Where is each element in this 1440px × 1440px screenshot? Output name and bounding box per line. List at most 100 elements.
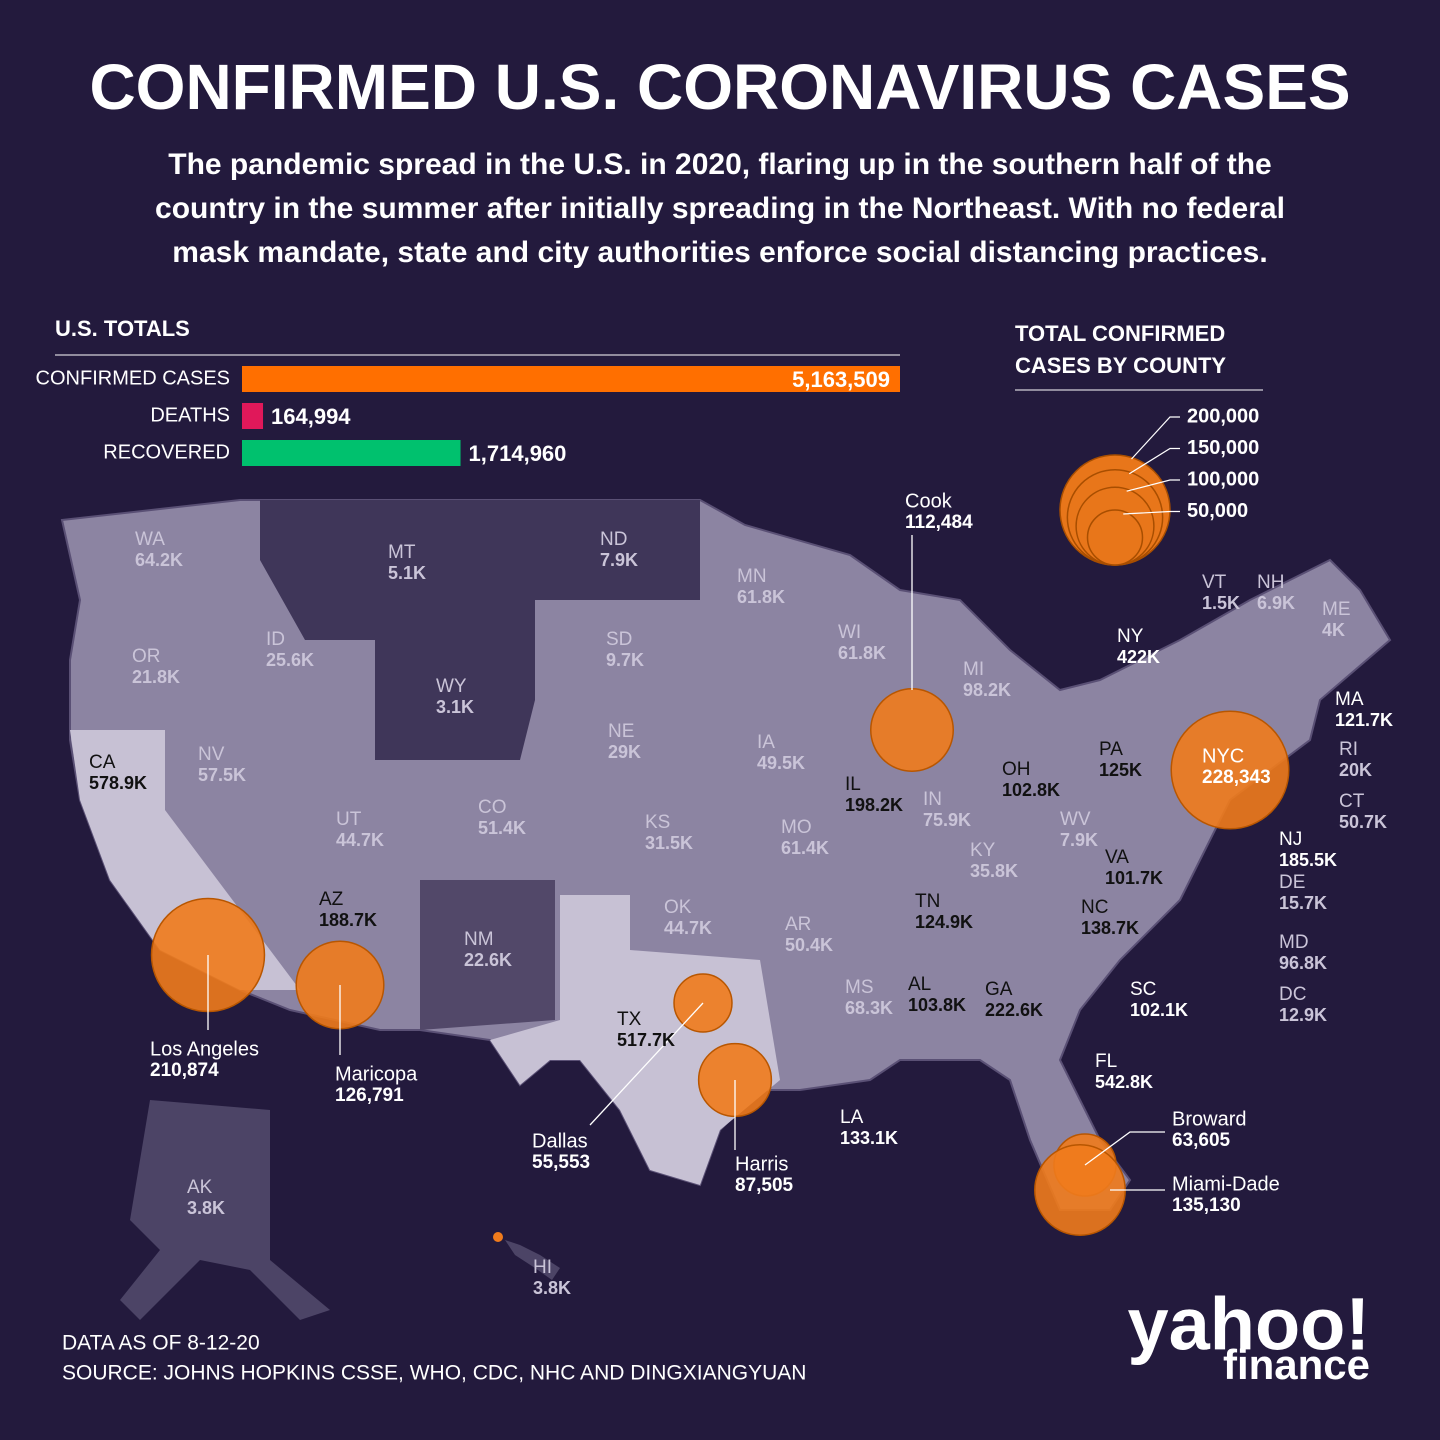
state-value: 124.9K [915, 912, 973, 932]
state-value: 542.8K [1095, 1072, 1153, 1092]
totals-title: U.S. TOTALS [55, 316, 190, 341]
total-value: 164,994 [271, 404, 351, 429]
state-name: ID [266, 629, 285, 650]
state-value: 68.3K [845, 998, 893, 1018]
state-value: 3.1K [436, 697, 474, 717]
hawaii-islands [505, 1240, 560, 1280]
state-value: 5.1K [388, 563, 426, 583]
county-value: 63,605 [1172, 1130, 1231, 1151]
total-bar [242, 366, 900, 392]
state-value: 35.8K [970, 861, 1018, 881]
state-value: 49.5K [757, 753, 805, 773]
state-name: NV [198, 744, 225, 765]
county-circle [1170, 710, 1290, 830]
state-name: IL [845, 774, 861, 795]
state-value: 21.8K [132, 667, 180, 687]
hawaii [493, 1232, 503, 1242]
subtitle: mask mandate, state and city authorities… [172, 236, 1267, 269]
state-name: OR [132, 646, 161, 667]
callout-leader [589, 1002, 704, 1126]
state-value: 29K [608, 742, 641, 762]
legend-leader [1131, 416, 1180, 460]
state-name: CA [89, 752, 116, 773]
southwest-states [420, 880, 555, 1030]
logo-product: finance [1223, 1341, 1370, 1388]
state-name: IN [923, 789, 942, 810]
state-value: 101.7K [1105, 868, 1163, 888]
subtitle: country in the summer after initially sp… [155, 192, 1285, 225]
legend-label: 200,000 [1187, 405, 1259, 427]
county-name: Cook [905, 490, 953, 512]
state-value: 31.5K [645, 833, 693, 853]
state-name: AR [785, 914, 811, 935]
state-name: DE [1279, 872, 1305, 893]
legend-title: CASES BY COUNTY [1015, 353, 1226, 378]
legend-label: 50,000 [1187, 500, 1248, 522]
state-name: PA [1099, 739, 1123, 760]
state-name: MD [1279, 932, 1309, 953]
state-value: 57.5K [198, 765, 246, 785]
county-name: Harris [735, 1153, 788, 1175]
state-name: WY [436, 676, 467, 697]
state-name: FL [1095, 1051, 1117, 1072]
state-value: 50.7K [1339, 812, 1387, 832]
state-name: ME [1322, 599, 1351, 620]
state-name: UT [336, 809, 362, 830]
state-value: 3.8K [533, 1278, 571, 1298]
state-value: 3.8K [187, 1198, 225, 1218]
state-value: 188.7K [319, 910, 377, 930]
state-name: WV [1060, 809, 1091, 830]
county-name: Miami-Dade [1172, 1173, 1280, 1195]
state-name: WA [135, 529, 165, 550]
state-name: AZ [319, 889, 344, 910]
state-value: 44.7K [664, 918, 712, 938]
state-value: 6.9K [1257, 593, 1295, 613]
state-value: 44.7K [336, 830, 384, 850]
state-name: OK [664, 897, 692, 918]
footer-date: DATA AS OF 8-12-20 [62, 1332, 260, 1355]
state-name: GA [985, 979, 1013, 1000]
state-value: 9.7K [606, 650, 644, 670]
state-name: SD [606, 629, 632, 650]
county-circle [870, 688, 954, 772]
state-name: RI [1339, 739, 1358, 760]
county-value: 228,343 [1202, 767, 1271, 788]
state-name: HI [533, 1257, 552, 1278]
state-value: 64.2K [135, 550, 183, 570]
state-value: 61.8K [838, 643, 886, 663]
alaska [120, 1100, 330, 1320]
county-value: 112,484 [905, 512, 973, 533]
county-value: 135,130 [1172, 1195, 1241, 1216]
subtitle: The pandemic spread in the U.S. in 2020,… [168, 148, 1271, 181]
state-name: MT [388, 542, 416, 563]
state-value: 125K [1099, 760, 1142, 780]
state-value: 517.7K [617, 1030, 675, 1050]
total-label: RECOVERED [103, 441, 230, 463]
county-value: 126,791 [335, 1085, 404, 1106]
state-value: 7.9K [600, 550, 638, 570]
state-value: 98.2K [963, 680, 1011, 700]
state-value: 61.4K [781, 838, 829, 858]
total-bar [242, 403, 264, 429]
state-value: 102.8K [1002, 780, 1060, 800]
legend-leader [1126, 479, 1180, 492]
legend-circle [1086, 509, 1144, 566]
total-value: 1,714,960 [469, 441, 567, 466]
state-value: 103.8K [908, 995, 966, 1015]
state-value: 75.9K [923, 810, 971, 830]
state-value: 22.6K [464, 950, 512, 970]
state-name: AL [908, 974, 931, 995]
state-name: NJ [1279, 829, 1302, 850]
state-name: MA [1335, 689, 1364, 710]
state-name: SC [1130, 979, 1156, 1000]
state-name: NM [464, 929, 494, 950]
state-name: TX [617, 1009, 642, 1030]
state-value: 15.7K [1279, 893, 1327, 913]
state-value: 51.4K [478, 818, 526, 838]
state-value: 222.6K [985, 1000, 1043, 1020]
state-name: DC [1279, 984, 1306, 1005]
state-value: 102.1K [1130, 1000, 1188, 1020]
state-name: KS [645, 812, 670, 833]
state-value: 198.2K [845, 795, 903, 815]
